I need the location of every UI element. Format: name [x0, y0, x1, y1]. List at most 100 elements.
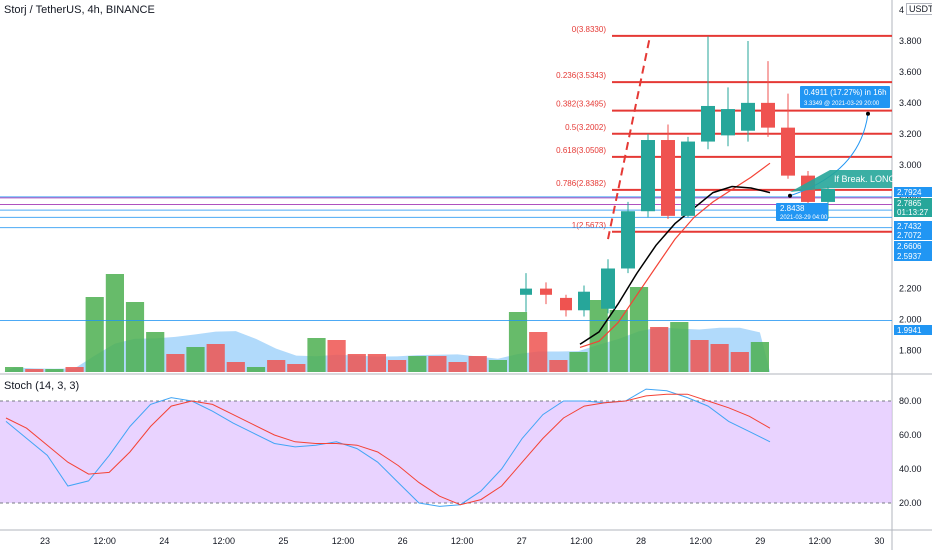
time-tick-label: 12:00: [689, 536, 712, 546]
volume-bar: [206, 344, 225, 372]
time-tick-label: 12:00: [570, 536, 593, 546]
volume-bar: [670, 322, 689, 372]
projection-label-line2: 3.3349 @ 2021-03-29 20:00: [804, 101, 880, 107]
time-tick-label: 27: [517, 536, 527, 546]
candle-body: [621, 211, 635, 269]
price-tick-label: 3.400: [899, 98, 922, 108]
volume-bar: [287, 364, 306, 372]
volume-bar: [246, 367, 266, 372]
volume-bar: [166, 354, 185, 372]
price-tag-label: 2.7865: [897, 199, 922, 208]
candle-body: [681, 141, 695, 216]
time-tick-label: 12:00: [332, 536, 355, 546]
stoch-tick-label: 20.00: [899, 498, 922, 508]
stoch-label[interactable]: Stoch (14, 3, 3): [4, 380, 80, 392]
volume-bar: [85, 297, 104, 372]
time-tick-label: 12:00: [93, 536, 116, 546]
volume-bar: [327, 340, 346, 372]
candle-body: [560, 297, 572, 311]
volume-bar: [468, 356, 487, 372]
time-tick-label: 28: [636, 536, 646, 546]
stoch-series-K: [5, 388, 771, 507]
time-tick-label: 12:00: [213, 536, 236, 546]
price-tag-label: 01:13:27: [897, 208, 929, 217]
volume-bar: [5, 367, 24, 372]
price-tag: [894, 187, 932, 197]
time-tick-label: 29: [755, 536, 765, 546]
price-tag: [894, 230, 932, 240]
price-tick-label: 2.200: [899, 284, 922, 294]
fib-level-label: 1(2.5673): [572, 221, 607, 230]
price-tick-label: 2.000: [899, 315, 922, 325]
time-tick-label: 26: [398, 536, 408, 546]
price-tag-label: 2.7924: [897, 188, 922, 197]
volume-bar: [710, 344, 729, 372]
time-tick-label: 12:00: [809, 536, 832, 546]
candle-body: [540, 288, 552, 295]
anchor-point: [788, 193, 792, 198]
volume-bar: [65, 367, 84, 372]
volume-bar: [488, 360, 507, 372]
volume-bar: [25, 369, 44, 372]
volume-bar: [267, 360, 286, 372]
callout-box: [790, 170, 892, 192]
currency-badge[interactable]: USDT: [906, 3, 932, 15]
volume-bar: [388, 360, 407, 372]
stoch-tick-label: 60.00: [899, 430, 922, 440]
volume-bar: [146, 332, 165, 372]
candle-body: [821, 188, 835, 202]
volume-bar: [125, 302, 145, 372]
fib-level-label: 0.382(3.3495): [556, 100, 606, 109]
volume-bar: [569, 352, 588, 372]
price-tick-label: 1.800: [899, 346, 922, 356]
projection-label-box: [800, 86, 890, 108]
time-tick-label: 12:00: [451, 536, 474, 546]
stoch-tick-label: 40.00: [899, 464, 922, 474]
symbol-title[interactable]: Storj / TetherUS, 4h, BINANCE: [4, 4, 155, 16]
current-label-line1: 2.8438: [780, 204, 805, 213]
volume-bar: [589, 300, 608, 372]
price-tick-label: 3.000: [899, 160, 922, 170]
volume-bar: [508, 312, 528, 372]
price-tag-label: 2.6606: [897, 242, 922, 251]
fib-level-label: 0.236(3.5343): [556, 71, 606, 80]
fib-level-label: 0.5(3.2002): [565, 123, 606, 132]
price-tag: [894, 207, 932, 217]
volume-bar: [347, 354, 366, 372]
price-tag: [894, 241, 932, 251]
projection-label-line1: 0.4911 (17.27%) in 16h: [804, 88, 887, 97]
current-label-box: [776, 203, 828, 221]
price-tick-label: 3.800: [899, 36, 922, 46]
volume-bar: [690, 340, 709, 372]
fib-level-label: 0(3.8330): [572, 25, 607, 34]
volume-bar: [367, 354, 386, 372]
target-point: [866, 111, 870, 116]
candle-body: [641, 140, 655, 212]
volume-bar: [549, 360, 568, 372]
candle-body: [761, 102, 775, 128]
price-tick-label: 3.200: [899, 129, 922, 139]
time-tick-label: 30: [874, 536, 884, 546]
volume-bar: [408, 356, 427, 372]
candle-body: [520, 288, 532, 295]
price-tag: [894, 221, 932, 231]
volume-bar: [105, 274, 124, 372]
candle-body: [661, 140, 675, 216]
price-tag-label: 2.7072: [897, 231, 922, 240]
time-tick-label: 25: [278, 536, 288, 546]
volume-bar: [45, 369, 64, 372]
volume-bar: [750, 342, 769, 372]
price-tag-label: 2.5937: [897, 252, 922, 261]
moving-average-black: [579, 185, 771, 345]
candle-body: [578, 291, 590, 311]
candle-body: [781, 127, 795, 176]
projection-dashed-line: [607, 36, 651, 240]
volume-bar: [609, 310, 628, 372]
volume-bar: [629, 287, 649, 372]
volume-bar: [448, 362, 467, 372]
price-tag: [894, 325, 932, 335]
price-tag-label: 2.7432: [897, 222, 922, 231]
volume-bar: [186, 347, 205, 372]
